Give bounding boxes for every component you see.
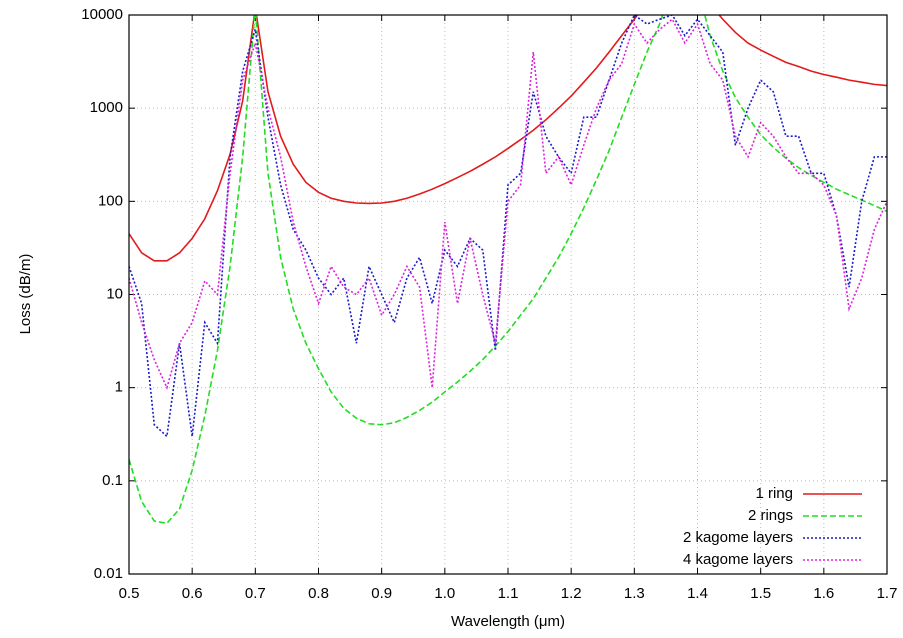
y-tick-label: 10: [106, 285, 123, 302]
x-tick-label: 1.4: [687, 585, 708, 602]
x-tick-label: 1.7: [877, 585, 898, 602]
y-tick-label: 0.1: [102, 472, 123, 489]
x-tick-label: 1.0: [434, 585, 455, 602]
x-tick-label: 1.6: [813, 585, 834, 602]
series-line: [129, 15, 887, 262]
plot-area: [129, 15, 887, 525]
x-tick-label: 1.2: [561, 585, 582, 602]
x-tick-label: 0.5: [119, 585, 140, 602]
series-line: [129, 18, 887, 390]
y-tick-label: 1000: [90, 99, 123, 116]
x-tick-label: 1.3: [624, 585, 645, 602]
y-tick-label: 1: [115, 379, 123, 396]
legend-label: 1 ring: [755, 485, 793, 502]
x-tick-label: 0.7: [245, 585, 266, 602]
y-tick-label: 10000: [81, 6, 123, 23]
x-tick-label: 0.8: [308, 585, 329, 602]
x-tick-label: 0.6: [182, 585, 203, 602]
x-tick-label: 1.5: [750, 585, 771, 602]
x-tick-label: 0.9: [371, 585, 392, 602]
legend-label: 2 rings: [748, 507, 793, 524]
plot-frame: [128, 14, 888, 575]
legend-label: 4 kagome layers: [683, 551, 793, 568]
y-axis-label: Loss (dB/m): [17, 254, 34, 335]
x-tick-label: 1.1: [498, 585, 519, 602]
y-tick-label: 0.01: [94, 565, 123, 582]
series-line: [129, 15, 887, 525]
y-tick-label: 100: [98, 192, 123, 209]
legend-label: 2 kagome layers: [683, 529, 793, 546]
x-axis-label: Wavelength (μm): [451, 613, 565, 630]
series-line: [129, 15, 887, 439]
